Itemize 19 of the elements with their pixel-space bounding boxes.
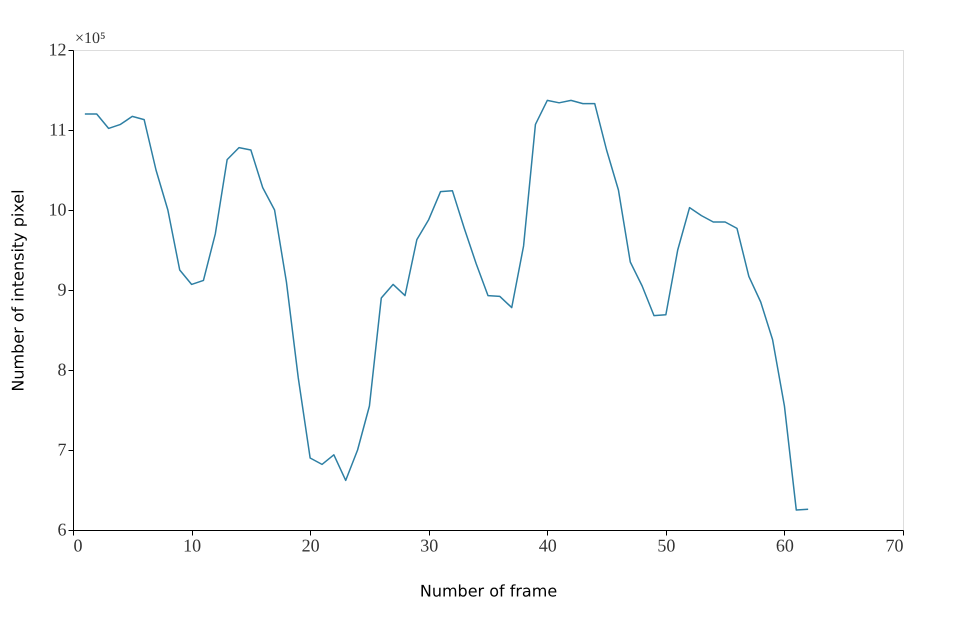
y-tick-label: 8 xyxy=(58,360,66,380)
x-tick-label: 10 xyxy=(183,536,202,556)
x-tick-label: 70 xyxy=(886,536,904,556)
x-tick-label: 30 xyxy=(420,536,438,556)
x-tick-label: 0 xyxy=(74,536,82,556)
line-series xyxy=(84,100,809,511)
x-tick-label: 20 xyxy=(302,536,320,556)
y-tick-label: 12 xyxy=(48,40,66,60)
y-tick-label: 9 xyxy=(58,280,66,300)
x-axis-title: Number of frame xyxy=(420,582,558,600)
y-axis-title: Number of intensity pixel xyxy=(8,189,28,392)
text: ×10⁵ xyxy=(75,30,106,47)
y-tick-label: 6 xyxy=(58,520,66,540)
x-tick-label: 40 xyxy=(538,536,557,556)
y-tick-label: 10 xyxy=(48,200,66,220)
x-tick-label: 60 xyxy=(776,536,794,556)
y-tick-label: 11 xyxy=(49,120,66,140)
x-tick-label: 50 xyxy=(657,536,676,556)
y-tick-label: 7 xyxy=(58,440,66,460)
